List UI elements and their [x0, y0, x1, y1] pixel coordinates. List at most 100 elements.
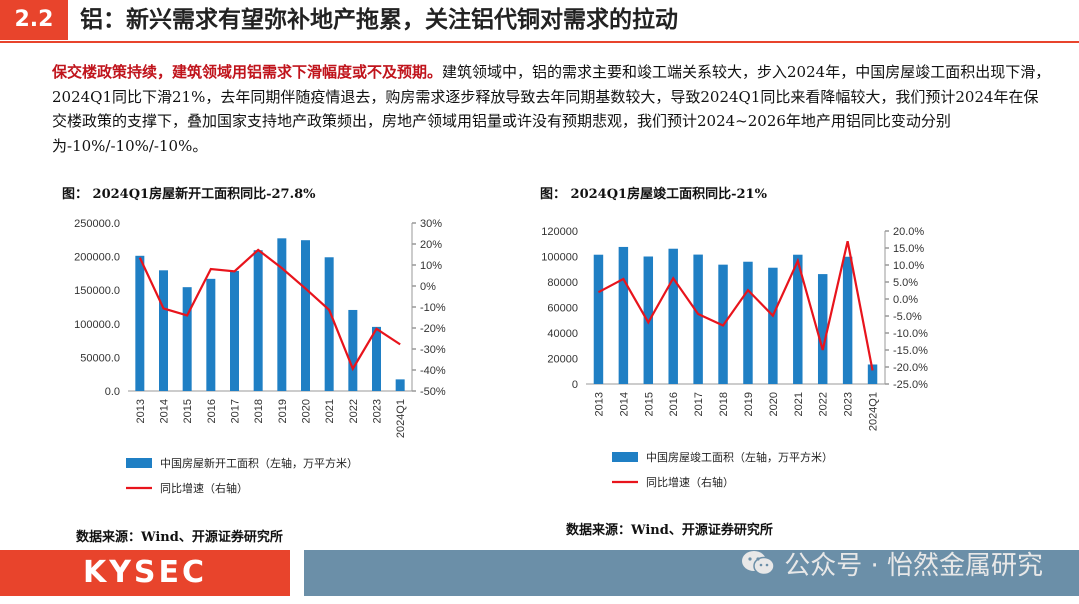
- category-label: 2023: [372, 399, 384, 423]
- bar-2014: [159, 270, 168, 391]
- bar-2019: [277, 238, 287, 391]
- summary-paragraph: 保交楼政策持续，建筑领域用铝需求下滑幅度或不及预期。建筑领域中，铝的需求主要和竣…: [52, 60, 1052, 158]
- category-label: 2024Q1: [868, 392, 880, 431]
- watermark: 公众号 · 怡然金属研究: [740, 548, 1043, 581]
- right-axis-tick-label: 15.0%: [893, 243, 924, 255]
- chart1-new-starts: 0.0 50000.0 100000.0 150000.0 200000.0 250000…: [74, 218, 446, 495]
- bar-2018: [253, 250, 263, 391]
- right-axis-tick-label: 0.0%: [893, 294, 918, 306]
- category-label: 2013: [135, 399, 147, 423]
- category-label: 2021: [793, 392, 805, 416]
- right-axis-tick-label: 20%: [420, 239, 442, 251]
- right-axis-tick-label: -20%: [420, 323, 446, 335]
- right-axis-tick-label: -10%: [420, 302, 446, 314]
- right-axis-tick-label: -25.0%: [893, 379, 928, 391]
- right-axis-tick-label: -30%: [420, 344, 446, 356]
- left-axis-tick-label: 150000.0: [74, 285, 120, 297]
- right-axis-tick-label: 30%: [420, 218, 442, 230]
- category-label: 2017: [230, 399, 242, 423]
- left-axis-tick-label: 250000.0: [74, 218, 120, 230]
- right-axis-tick-label: -40%: [420, 365, 446, 377]
- left-axis-tick-label: 100000: [541, 252, 578, 264]
- bar-2013: [135, 255, 145, 391]
- watermark-text: 公众号 · 怡然金属研究: [784, 550, 1043, 581]
- left-axis-tick-label: 20000: [547, 354, 578, 366]
- page-header: 2.2 铝：新兴需求有望弥补地产拖累，关注铝代铜对需求的拉动: [0, 0, 1079, 40]
- bar-2016: [206, 278, 216, 391]
- category-label: 2018: [253, 399, 265, 423]
- chart2-completions: 0 20000 40000 60000 80000 100000 120000 -25.0% -…: [541, 226, 928, 489]
- header-divider: [0, 41, 1079, 43]
- bar-2016: [668, 248, 678, 384]
- bar-2020: [301, 240, 310, 391]
- category-label: 2020: [768, 392, 780, 416]
- category-label: 2015: [643, 392, 655, 416]
- category-label: 2016: [206, 399, 218, 423]
- left-axis-tick-label: 120000: [541, 226, 578, 238]
- left-axis-tick-label: 100000.0: [74, 319, 120, 331]
- bar-2021: [793, 254, 803, 384]
- right-axis-tick-label: -15.0%: [893, 345, 928, 357]
- bar-2013: [593, 254, 604, 384]
- left-axis-tick-label: 80000: [547, 277, 578, 289]
- right-axis-tick-label: 0%: [420, 281, 436, 293]
- chart1-title: 图： 2024Q1房屋新开工面积同比-27.8%: [62, 187, 316, 202]
- category-label: 2023: [843, 392, 855, 416]
- category-label: 2014: [159, 399, 171, 423]
- legend-bar-swatch: [612, 452, 638, 462]
- bar-2017: [230, 270, 239, 391]
- bar-2015: [182, 287, 192, 391]
- bar-2019: [743, 261, 753, 384]
- legend-bar-swatch: [126, 458, 152, 468]
- category-label: 2016: [668, 392, 680, 416]
- bar-2022: [817, 274, 828, 384]
- bar-2017: [693, 254, 703, 384]
- category-label: 2020: [301, 399, 313, 423]
- category-label: 2019: [743, 392, 755, 416]
- bar-2024Q1: [867, 364, 878, 384]
- section-number: 2.2: [0, 0, 68, 40]
- chart1-source: 数据来源：Wind、开源证券研究所: [76, 530, 283, 545]
- chart2-title: 图： 2024Q1房屋竣工面积同比-21%: [540, 187, 767, 202]
- kysec-logo: KYSEC: [0, 550, 290, 596]
- bar-2020: [768, 267, 778, 384]
- category-label: 2018: [718, 392, 730, 416]
- chart2-source: 数据来源：Wind、开源证券研究所: [566, 523, 773, 538]
- right-axis-tick-label: -20.0%: [893, 362, 928, 374]
- bar-2014: [618, 246, 629, 384]
- paragraph-lead: 保交楼政策持续，建筑领域用铝需求下滑幅度或不及预期。: [52, 63, 443, 81]
- bar-2023: [372, 326, 381, 391]
- right-axis-tick-label: 20.0%: [893, 226, 924, 238]
- category-label: 2014: [618, 392, 630, 416]
- wechat-icon: [742, 551, 775, 576]
- left-axis-tick-label: 0: [572, 379, 578, 391]
- bar-2024Q1: [395, 379, 405, 391]
- legend-line-label: 同比增速（右轴）: [646, 475, 734, 489]
- category-label: 2022: [348, 399, 360, 423]
- right-axis-tick-label: 5.0%: [893, 277, 918, 289]
- legend-bar-label: 中国房屋新开工面积（左轴，万平方米）: [160, 456, 358, 470]
- left-axis-tick-label: 200000.0: [74, 252, 120, 264]
- category-label: 2015: [182, 399, 194, 423]
- left-axis-tick-label: 60000: [547, 303, 578, 315]
- legend-line-label: 同比增速（右轴）: [160, 481, 248, 495]
- bar-2022: [348, 309, 358, 391]
- bar-2023: [842, 256, 853, 384]
- footer-bar: [304, 550, 1079, 596]
- left-axis-tick-label: 0.0: [105, 386, 120, 398]
- growth-line: [597, 240, 874, 371]
- left-axis-tick-label: 40000: [547, 328, 578, 340]
- growth-line: [138, 248, 401, 372]
- right-axis-tick-label: -5.0%: [893, 311, 922, 323]
- paragraph-body: 建筑领域中，铝的需求主要和竣工端关系较大，步入2024年，中国房屋竣工面积出现下…: [52, 63, 1051, 155]
- page-title: 铝：新兴需求有望弥补地产拖累，关注铝代铜对需求的拉动: [80, 6, 678, 33]
- category-label: 2019: [277, 399, 289, 423]
- right-axis-tick-label: 10.0%: [893, 260, 924, 272]
- right-axis-tick-label: 10%: [420, 260, 442, 272]
- category-label: 2021: [324, 399, 336, 423]
- bar-2021: [324, 257, 334, 391]
- legend-bar-label: 中国房屋竣工面积（左轴，万平方米）: [646, 450, 833, 464]
- right-axis-tick-label: -10.0%: [893, 328, 928, 340]
- category-label: 2013: [593, 392, 605, 416]
- right-axis-tick-label: -50%: [420, 386, 446, 398]
